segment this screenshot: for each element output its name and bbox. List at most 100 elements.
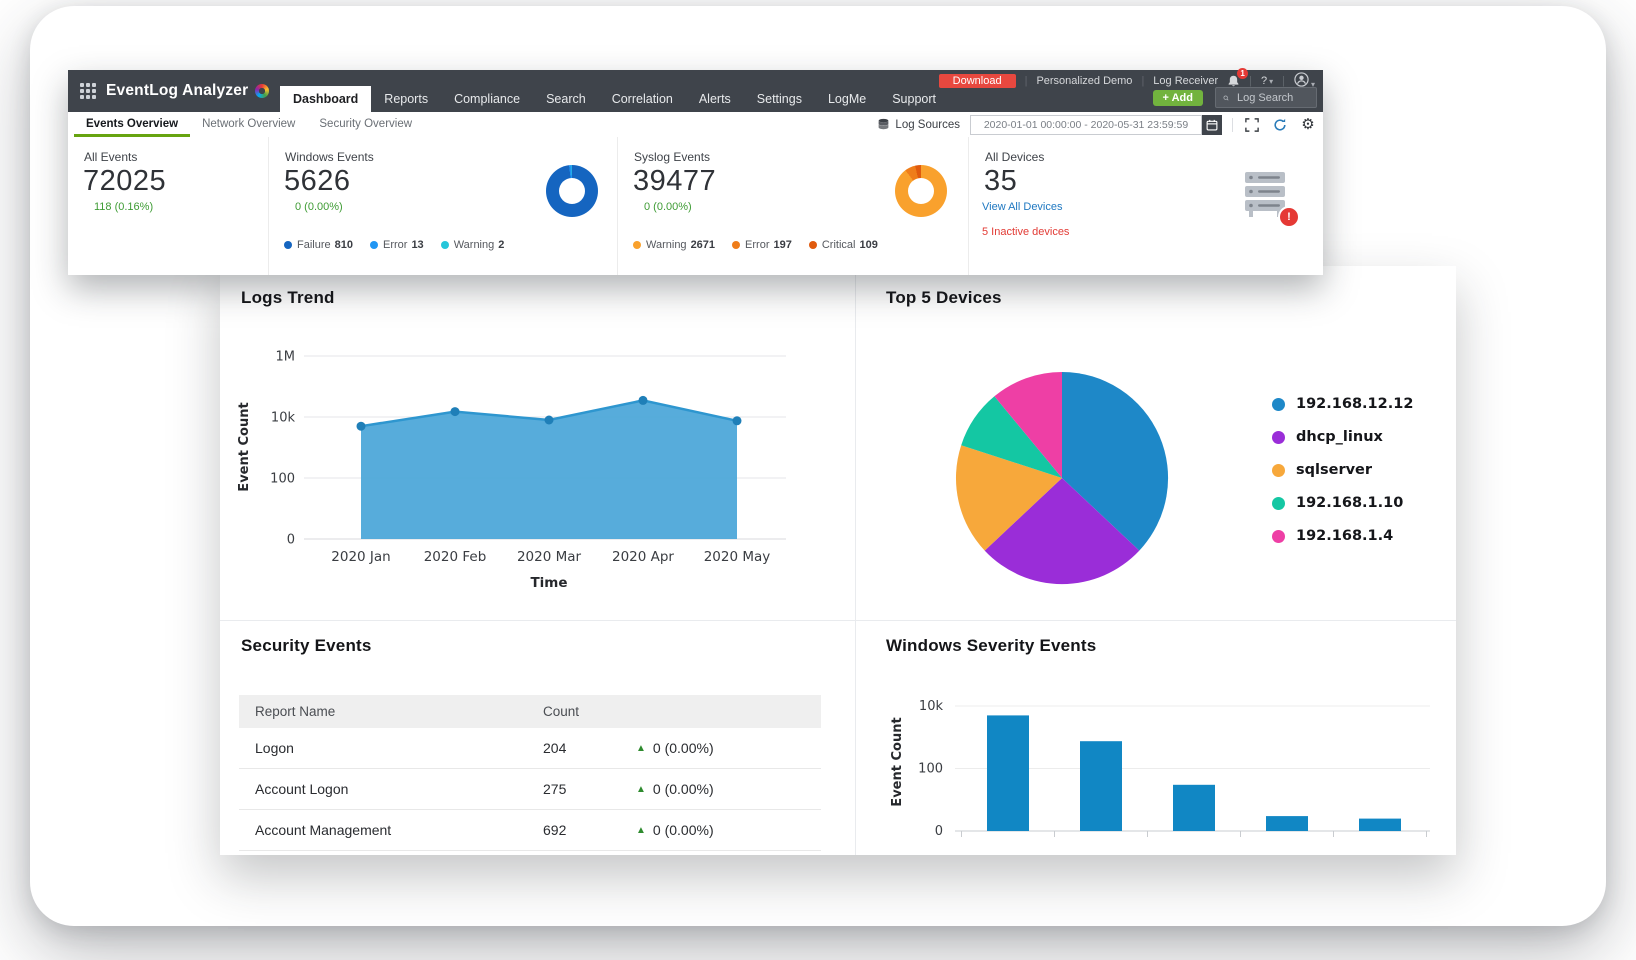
nav-tab-support[interactable]: Support	[892, 92, 936, 106]
report-count: 275	[543, 781, 567, 797]
pie-legend-item-dhcp-linux[interactable]: dhcp_linux	[1272, 429, 1413, 445]
legend-item-error: Error 13	[369, 239, 424, 251]
change-value: 0 (0.00%)	[652, 740, 714, 756]
nav-tab-compliance[interactable]: Compliance	[454, 92, 521, 106]
windows-events-donut-chart	[546, 165, 598, 217]
stat-all-devices: All Devices 35 View All Devices 5 Inacti…	[969, 137, 1323, 275]
gear-icon: ⚙	[1301, 116, 1315, 133]
fullscreen-button[interactable]	[1243, 116, 1261, 134]
top5-devices-title: Top 5 Devices	[886, 288, 1002, 307]
security-report-row-logon[interactable]: Logon 204 ▲ 0 (0.00%)	[239, 728, 821, 769]
report-name[interactable]: Account Logon	[255, 781, 349, 797]
dashboard-subnav: Events Overview Network Overview Security …	[68, 112, 1323, 138]
legend-dot-icon	[1272, 463, 1285, 477]
legend-label: 192.168.12.12	[1296, 396, 1414, 412]
pie-legend-item-sqlserver[interactable]: sqlserver	[1272, 462, 1413, 478]
download-button[interactable]: Download	[938, 74, 1016, 88]
log-receiver-link[interactable]: Log Receiver	[1153, 75, 1219, 87]
top-navbar: EventLog Analyzer Dashboard Reports Compli…	[68, 68, 1323, 112]
severity-bar-3	[1173, 784, 1215, 831]
security-events-title: Security Events	[241, 636, 372, 655]
log-search-input[interactable]	[1235, 90, 1309, 105]
apps-grid-icon[interactable]	[80, 83, 96, 99]
bell-icon	[1228, 75, 1239, 87]
legend-dot-icon	[284, 241, 292, 249]
nav-tab-logme[interactable]: LogMe	[827, 92, 867, 106]
severity-bar-4	[1266, 816, 1308, 831]
stat-windows-events: Windows Events 5626 0 (0.00%) Failure 810…	[269, 137, 618, 275]
notification-bell[interactable]: 1	[1227, 68, 1249, 88]
security-report-row-account-logon[interactable]: Account Logon 275 ▲ 0 (0.00%)	[239, 769, 821, 810]
nav-tab-reports[interactable]: Reports	[384, 92, 429, 106]
view-all-devices-link[interactable]: View All Devices	[982, 201, 1063, 213]
col-header-report-name: Report Name	[255, 704, 336, 719]
refresh-button[interactable]	[1271, 116, 1289, 134]
brand-swirl-icon	[255, 84, 270, 98]
brand-name: EventLog Analyzer	[106, 82, 249, 99]
svg-text:2020 Jan: 2020 Jan	[331, 549, 390, 565]
chevron-down-icon: ▾	[1269, 77, 1274, 86]
stat-value: 72025	[83, 165, 167, 197]
svg-text:100: 100	[270, 472, 295, 487]
logs-trend-area-chart: 0 100 10k 1M 2020 Jan 2020 Feb 2020 Mar 2020 Ap…	[237, 350, 786, 591]
pie-legend-item-192-168-12-12[interactable]: 192.168.12.12	[1272, 396, 1413, 412]
report-count: 204	[543, 740, 567, 756]
legend-label: sqlserver	[1296, 462, 1373, 478]
log-sources-button[interactable]: Log Sources	[877, 118, 960, 131]
svg-text:2020 May: 2020 May	[704, 549, 771, 565]
inactive-devices-link[interactable]: 5 Inactive devices	[982, 226, 1070, 238]
legend-item-warning: Warning 2671	[633, 239, 715, 251]
legend-dot-icon	[440, 241, 449, 249]
legend-dot-icon	[633, 241, 641, 249]
legend-dot-icon	[732, 241, 741, 249]
quick-actions: + Add	[1152, 87, 1317, 108]
legend-item-error: Error 197	[732, 239, 792, 251]
log-search-box[interactable]	[1215, 87, 1317, 108]
settings-button[interactable]: ⚙	[1299, 116, 1317, 134]
legend-label: 192.168.1.4	[1296, 528, 1394, 544]
nav-tab-dashboard[interactable]: Dashboard	[280, 86, 372, 112]
date-range-picker[interactable]: 2020-01-01 00:00:00 - 2020-05-31 23:59:5…	[970, 114, 1222, 135]
nav-tab-settings[interactable]: Settings	[756, 92, 802, 106]
app-window: EventLog Analyzer Dashboard Reports Compli…	[68, 68, 1323, 275]
personalized-demo-link[interactable]: Personalized Demo	[1036, 75, 1133, 87]
server-stack-icon: !	[1238, 166, 1300, 228]
legend-label: dhcp_linux	[1296, 429, 1383, 445]
calendar-button[interactable]	[1202, 114, 1222, 135]
subtab-security-overview[interactable]: Security Overview	[319, 118, 413, 130]
pie-legend-item-192-168-1-4[interactable]: 192.168.1.4	[1272, 528, 1413, 544]
report-name[interactable]: Logon	[255, 740, 294, 756]
subtab-network-overview[interactable]: Network Overview	[202, 118, 296, 130]
summary-stats-row: All Events 72025 118 (0.16%) Windows Eve…	[68, 137, 1323, 275]
svg-text:1M: 1M	[276, 350, 296, 365]
add-button[interactable]: + Add	[1152, 89, 1203, 106]
nav-tab-search[interactable]: Search	[546, 92, 586, 106]
pie-slice-dhcp-linux	[984, 478, 1140, 585]
svg-text:Event Count: Event Count	[237, 402, 252, 491]
svg-text:0: 0	[935, 824, 943, 839]
pie-legend-item-192-168-1-10[interactable]: 192.168.1.10	[1272, 495, 1413, 511]
logs-trend-title: Logs Trend	[241, 288, 335, 307]
stat-change: 118 (0.16%)	[94, 201, 154, 213]
svg-text:0: 0	[287, 533, 295, 548]
windows-severity-bar-chart: 0 100 10k Event Count	[890, 699, 1430, 839]
help-menu[interactable]: ? ▾	[1260, 75, 1274, 87]
nav-tab-correlation[interactable]: Correlation	[611, 92, 673, 106]
legend-dot-icon	[369, 241, 378, 249]
subtab-events-overview[interactable]: Events Overview	[74, 112, 190, 137]
calendar-icon	[1206, 119, 1218, 130]
nav-tab-alerts[interactable]: Alerts	[698, 92, 731, 106]
legend-dot-icon	[808, 241, 817, 249]
stat-all-events: All Events 72025 118 (0.16%)	[68, 137, 269, 275]
date-range-value[interactable]: 2020-01-01 00:00:00 - 2020-05-31 23:59:5…	[970, 114, 1202, 135]
refresh-icon	[1274, 118, 1286, 131]
legend-label: 192.168.1.10	[1296, 495, 1404, 511]
user-menu[interactable]: ▾	[1294, 72, 1315, 90]
report-count: 692	[543, 822, 567, 838]
trend-up-icon: ▲	[636, 783, 646, 795]
security-report-row-account-management[interactable]: Account Management 692 ▲ 0 (0.00%)	[239, 810, 821, 851]
stat-label: All Events	[84, 150, 138, 164]
report-name[interactable]: Account Management	[255, 822, 392, 838]
legend-item-warning: Warning 2	[440, 239, 504, 251]
